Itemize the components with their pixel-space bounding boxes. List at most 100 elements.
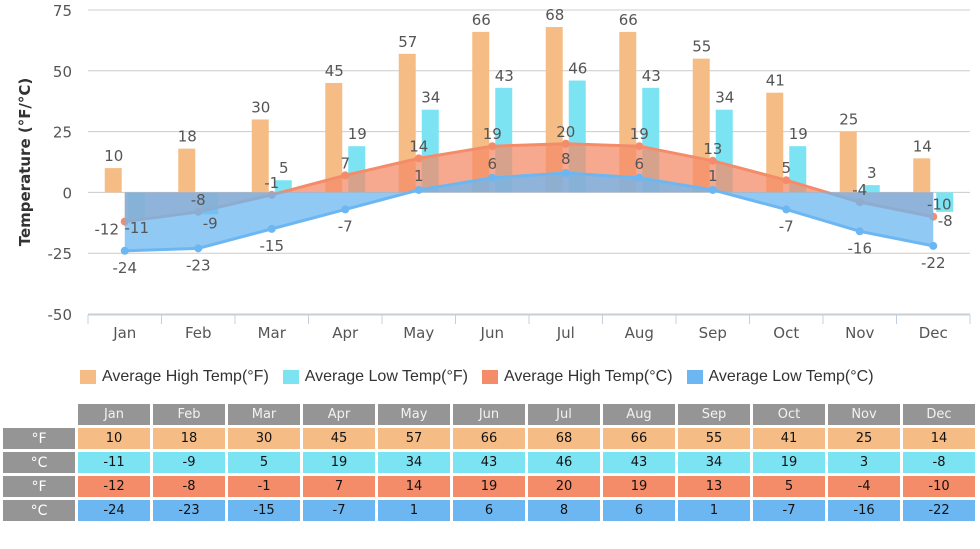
data-label: 43 bbox=[642, 67, 661, 85]
legend-item[interactable]: Average High Temp(°F) bbox=[80, 368, 269, 386]
y-tick-label: -50 bbox=[48, 306, 73, 324]
point-Average Low Temp(°C) bbox=[194, 244, 203, 253]
point-Average High Temp(°C) bbox=[782, 176, 791, 185]
table-cell: 18 bbox=[153, 428, 225, 449]
row-label: °F bbox=[3, 476, 75, 497]
data-label: 46 bbox=[568, 60, 587, 78]
legend-item[interactable]: Average Low Temp(°C) bbox=[686, 368, 874, 386]
legend: Average High Temp(°F) Average Low Temp(°F… bbox=[80, 368, 888, 386]
table-cell: 3 bbox=[828, 452, 900, 473]
x-tick-label: Feb bbox=[185, 324, 212, 342]
data-label: 10 bbox=[104, 147, 123, 165]
table-cell: 68 bbox=[528, 428, 600, 449]
bar-Average High Temp(°F) bbox=[325, 82, 343, 193]
data-label: 41 bbox=[766, 72, 785, 90]
y-axis-label: Temperature (°F/°C) bbox=[16, 78, 34, 247]
bar-Average High Temp(°F) bbox=[251, 119, 269, 193]
table-row: °F 10 18 30 45 57 66 68 66 55 41 25 14 bbox=[3, 428, 975, 449]
data-label: 13 bbox=[703, 140, 722, 158]
point-Average Low Temp(°C) bbox=[782, 205, 791, 214]
point-Average Low Temp(°C) bbox=[488, 173, 497, 182]
data-label: -7 bbox=[779, 217, 794, 235]
data-label: 14 bbox=[409, 137, 428, 155]
table-cell: -12 bbox=[78, 476, 150, 497]
x-tick-label: Oct bbox=[773, 324, 799, 342]
table-cell: 25 bbox=[828, 428, 900, 449]
x-tick-label: Mar bbox=[258, 324, 287, 342]
point-Average High Temp(°C) bbox=[488, 142, 497, 151]
bar-Average High Temp(°F) bbox=[766, 92, 784, 193]
table-header-cell: May bbox=[378, 404, 450, 425]
data-label: -22 bbox=[921, 254, 946, 272]
data-label: -10 bbox=[927, 196, 952, 214]
data-label: -16 bbox=[848, 239, 873, 257]
data-label: 19 bbox=[483, 125, 502, 143]
data-label: -7 bbox=[338, 217, 353, 235]
table-header-cell: Nov bbox=[828, 404, 900, 425]
table-row: °C -24 -23 -15 -7 1 6 8 6 1 -7 -16 -22 bbox=[3, 500, 975, 521]
data-label: 30 bbox=[251, 98, 270, 116]
point-Average High Temp(°C) bbox=[561, 139, 570, 148]
table-cell: -15 bbox=[228, 500, 300, 521]
line-Average Low Temp(°C) bbox=[124, 171, 934, 253]
data-label: 55 bbox=[692, 38, 711, 56]
data-label: -9 bbox=[203, 214, 218, 232]
table-cell: 55 bbox=[678, 428, 750, 449]
x-tick-label: Jan bbox=[112, 324, 136, 342]
x-tick-label: Sep bbox=[699, 324, 727, 342]
table-cell: 57 bbox=[378, 428, 450, 449]
data-label: 6 bbox=[634, 155, 644, 173]
table-cell: -23 bbox=[153, 500, 225, 521]
x-tick-label: Nov bbox=[845, 324, 874, 342]
data-label: 1 bbox=[708, 167, 718, 185]
table-cell: -10 bbox=[903, 476, 975, 497]
table-cell: -9 bbox=[153, 452, 225, 473]
point-Average Low Temp(°C) bbox=[267, 224, 276, 233]
table-cell: 19 bbox=[753, 452, 825, 473]
table-cell: 10 bbox=[78, 428, 150, 449]
table-cell: 6 bbox=[603, 500, 675, 521]
legend-label: Average High Temp(°C) bbox=[503, 368, 673, 385]
table-cell: 20 bbox=[528, 476, 600, 497]
table-header-cell: Dec bbox=[903, 404, 975, 425]
x-tick-label: Jul bbox=[556, 324, 575, 342]
data-label: 7 bbox=[340, 154, 350, 172]
data-label: 8 bbox=[561, 150, 571, 168]
table-cell: 45 bbox=[303, 428, 375, 449]
table-cell: -4 bbox=[828, 476, 900, 497]
data-label: 3 bbox=[867, 164, 877, 182]
legend-item[interactable]: Average Low Temp(°F) bbox=[282, 368, 468, 386]
x-tick-label: Aug bbox=[625, 324, 654, 342]
x-tick-label: Jun bbox=[480, 324, 504, 342]
table-header-cell: Oct bbox=[753, 404, 825, 425]
table-cell: 5 bbox=[753, 476, 825, 497]
bar-Average Low Temp(°F) bbox=[936, 192, 954, 212]
table-cell: 7 bbox=[303, 476, 375, 497]
data-label: 45 bbox=[325, 62, 344, 80]
table-cell: 66 bbox=[453, 428, 525, 449]
data-label: -1 bbox=[264, 174, 279, 192]
table-cell: 43 bbox=[603, 452, 675, 473]
bar-Average High Temp(°F) bbox=[104, 168, 122, 193]
table-cell: -24 bbox=[78, 500, 150, 521]
data-label: -24 bbox=[113, 259, 138, 277]
point-Average High Temp(°C) bbox=[708, 156, 717, 165]
bar-Average High Temp(°F) bbox=[839, 131, 857, 193]
table-cell: 13 bbox=[678, 476, 750, 497]
table-header-cell: Aug bbox=[603, 404, 675, 425]
table-row: °F -12 -8 -1 7 14 19 20 19 13 5 -4 -10 bbox=[3, 476, 975, 497]
table-row: °C -11 -9 5 19 34 43 46 43 34 19 3 -8 bbox=[3, 452, 975, 473]
point-Average Low Temp(°C) bbox=[855, 227, 864, 236]
legend-swatch bbox=[686, 370, 703, 384]
y-tick-label: 25 bbox=[53, 124, 72, 142]
table-cell: -16 bbox=[828, 500, 900, 521]
point-Average Low Temp(°C) bbox=[708, 185, 717, 194]
data-label: 5 bbox=[279, 159, 289, 177]
table-cell: 66 bbox=[603, 428, 675, 449]
point-Average Low Temp(°C) bbox=[120, 246, 129, 255]
table-header-cell: Feb bbox=[153, 404, 225, 425]
legend-item[interactable]: Average High Temp(°C) bbox=[481, 368, 673, 386]
data-label: 19 bbox=[348, 125, 367, 143]
data-label: 6 bbox=[487, 155, 497, 173]
